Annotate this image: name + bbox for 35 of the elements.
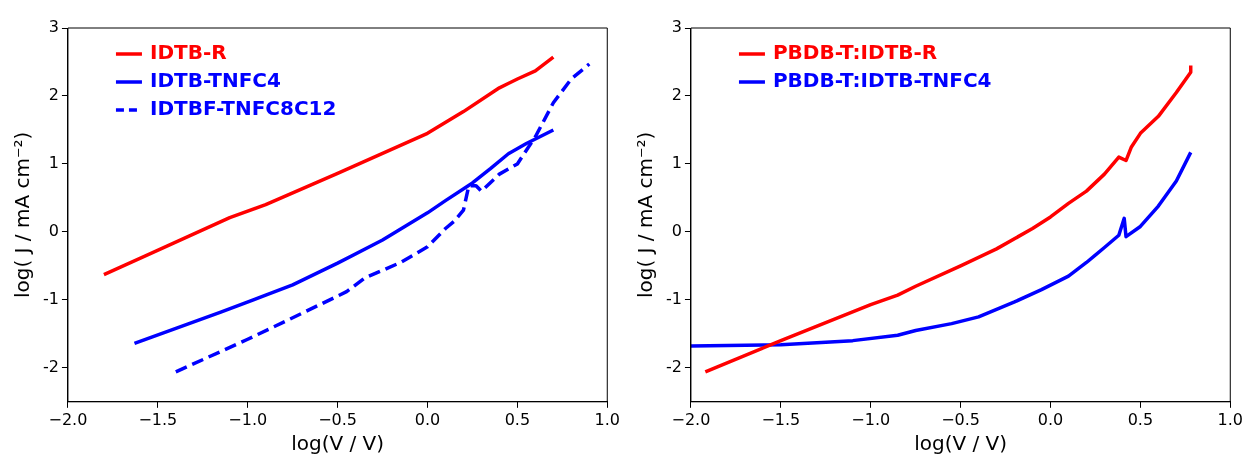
x-tick-label: 0.5 — [1127, 409, 1154, 429]
legend-label: PBDB-T:IDTB-R — [772, 40, 938, 65]
y-tick-label: 0 — [671, 221, 682, 241]
y-tick-label: 0 — [48, 221, 59, 241]
x-axis-title: log(V / V) — [914, 431, 1008, 456]
legend-label: IDTB-R — [149, 40, 227, 65]
x-tick-label: −1.5 — [761, 409, 801, 429]
x-tick-label: −1.0 — [228, 409, 268, 429]
x-tick-label: −2.0 — [48, 409, 88, 429]
x-tick-label: −0.5 — [318, 409, 358, 429]
legend-label: PBDB-T:IDTB-TNFC4 — [772, 68, 992, 93]
legend-label: IDTB-TNFC4 — [149, 68, 281, 93]
y-tick-label: -1 — [666, 289, 682, 309]
y-tick-label: 3 — [48, 17, 59, 37]
x-tick-label: 1.0 — [1217, 409, 1243, 429]
y-tick-label: -2 — [43, 356, 59, 376]
y-tick-label: 2 — [671, 85, 682, 105]
x-tick-label: −1.0 — [851, 409, 891, 429]
x-tick-label: 1.0 — [594, 409, 620, 429]
y-tick-label: -2 — [666, 356, 682, 376]
y-tick-label: -1 — [43, 289, 59, 309]
y-axis-title: log( J / mA cm⁻²) — [633, 131, 658, 299]
x-tick-label: −1.5 — [138, 409, 178, 429]
y-tick-label: 1 — [48, 153, 59, 173]
x-tick-label: 0.0 — [1037, 409, 1064, 429]
x-tick-label: −0.5 — [941, 409, 981, 429]
x-tick-label: 0.5 — [504, 409, 531, 429]
y-tick-label: 1 — [671, 153, 682, 173]
y-tick-label: 2 — [48, 85, 59, 105]
x-tick-label: −2.0 — [671, 409, 711, 429]
y-tick-label: 3 — [671, 17, 682, 37]
x-axis-title: log(V / V) — [291, 431, 385, 456]
x-tick-label: 0.0 — [414, 409, 441, 429]
legend-label: IDTBF-TNFC8C12 — [149, 96, 337, 121]
y-axis-title: log( J / mA cm⁻²) — [10, 131, 35, 299]
